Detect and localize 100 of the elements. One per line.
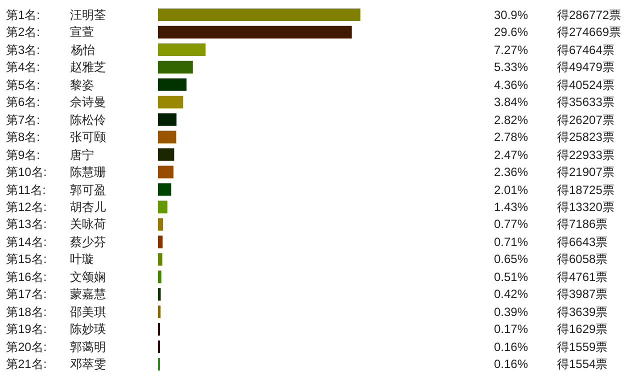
- data-label: 7.27%: [494, 43, 528, 57]
- text: 得13320票: [557, 200, 614, 214]
- data-label: 1.43%: [494, 200, 528, 214]
- bar: [158, 200, 168, 214]
- y-tick-label: 唐宁: [70, 148, 94, 162]
- y-tick-label: 陈妙瑛: [70, 322, 106, 336]
- text: 第11名:: [6, 183, 46, 197]
- bar: [158, 113, 176, 126]
- text: 第14名:: [6, 235, 47, 249]
- data-label: 0.16%: [494, 357, 528, 371]
- text: 得4761票: [557, 270, 608, 284]
- text: 第17名:: [6, 287, 47, 301]
- text: 得6643票: [557, 235, 608, 249]
- y-tick-label: 邓萃雯: [70, 357, 106, 371]
- text: 第21名:: [6, 357, 47, 371]
- y-tick-label: 杨怡: [70, 43, 95, 57]
- text: 得6058票: [557, 252, 608, 266]
- text: 得22933票: [557, 148, 614, 162]
- text: 第1名:: [6, 8, 40, 22]
- data-label: 0.77%: [494, 217, 528, 231]
- bar: [158, 26, 352, 39]
- y-tick-label: 汪明荃: [70, 8, 106, 22]
- text: 得18725票: [557, 183, 614, 197]
- text: 第7名:: [6, 113, 40, 127]
- text: 得26207票: [557, 113, 614, 127]
- bar: [158, 218, 164, 231]
- y-tick-label: 郭蔼明: [70, 340, 106, 354]
- text: 第6名:: [6, 95, 40, 109]
- data-label: 0.51%: [494, 270, 528, 284]
- data-label: 0.71%: [494, 235, 528, 249]
- y-tick-label: 黎姿: [70, 78, 94, 92]
- y-tick-label: 赵雅芝: [70, 60, 106, 74]
- text: 第4名:: [6, 60, 40, 74]
- data-label: 29.6%: [494, 25, 528, 39]
- text: 得35633票: [557, 95, 614, 109]
- bar: [158, 253, 162, 266]
- y-tick-label: 关咏荷: [70, 217, 106, 231]
- text: 第8名:: [6, 130, 40, 144]
- y-tick-label: 蔡少芬: [70, 235, 106, 249]
- data-label: 0.65%: [494, 252, 528, 266]
- text: 得49479票: [557, 60, 614, 74]
- text: 得40524票: [557, 78, 614, 92]
- text: 第12名:: [6, 200, 47, 214]
- bar: [158, 130, 176, 144]
- bar: [158, 8, 360, 22]
- y-tick-label: 蒙嘉慧: [70, 287, 106, 301]
- data-label: 2.82%: [494, 113, 528, 127]
- bar: [158, 166, 174, 178]
- data-label: 2.01%: [494, 183, 528, 197]
- bar: [158, 43, 206, 56]
- data-label: 2.78%: [494, 130, 528, 144]
- bar: [158, 96, 184, 108]
- bar: [158, 78, 187, 91]
- text: 第9名:: [6, 148, 40, 162]
- data-label: 2.36%: [494, 165, 528, 179]
- text: 第3名:: [6, 43, 40, 57]
- bar: [158, 60, 193, 74]
- y-tick-label: 文颂娴: [70, 270, 106, 284]
- bar: [158, 288, 161, 301]
- data-label: 30.9%: [494, 8, 528, 22]
- text: 第16名:: [6, 270, 47, 284]
- y-tick-label: 张可颐: [70, 130, 106, 144]
- text: 得25823票: [557, 130, 614, 144]
- text: 第15名:: [6, 252, 47, 266]
- text: 第19名:: [6, 322, 47, 336]
- text: 第13名:: [6, 217, 47, 231]
- text: 得1629票: [557, 322, 608, 336]
- text: 第2名:: [6, 25, 40, 39]
- y-tick-label: 叶璇: [70, 252, 94, 266]
- data-label: 0.16%: [494, 340, 528, 354]
- y-tick-label: 宣萱: [70, 25, 94, 39]
- text: 得1559票: [557, 340, 608, 354]
- text: 第18名:: [6, 305, 47, 319]
- bar: [158, 306, 161, 318]
- text: 得3639票: [557, 305, 608, 319]
- data-label: 4.36%: [494, 78, 528, 92]
- text: 第10名:: [6, 165, 47, 179]
- text: 得286772票: [557, 8, 622, 22]
- text: 得3987票: [557, 287, 608, 301]
- data-label: 2.47%: [494, 148, 528, 162]
- data-label: 0.39%: [494, 305, 528, 319]
- text: 第20名:: [6, 340, 47, 354]
- bar: [158, 148, 174, 161]
- data-label: 3.84%: [494, 95, 528, 109]
- text: 得67464票: [557, 43, 614, 57]
- y-tick-label: 郭可盈: [70, 183, 106, 197]
- y-tick-label: 陈慧珊: [70, 165, 106, 179]
- text: 得1554票: [557, 357, 608, 371]
- y-tick-label: 邵美琪: [70, 305, 106, 319]
- text: 得21907票: [557, 165, 614, 179]
- text: 第5名:: [6, 78, 40, 92]
- data-label: 0.42%: [494, 287, 528, 301]
- data-label: 0.17%: [494, 322, 528, 336]
- y-tick-label: 陈松伶: [70, 113, 106, 127]
- text: 得7186票: [557, 217, 608, 231]
- text: 得274669票: [557, 25, 622, 39]
- bar: [158, 183, 172, 196]
- y-tick-label: 胡杏儿: [70, 200, 106, 214]
- data-label: 5.33%: [494, 60, 528, 74]
- bar: [158, 236, 163, 248]
